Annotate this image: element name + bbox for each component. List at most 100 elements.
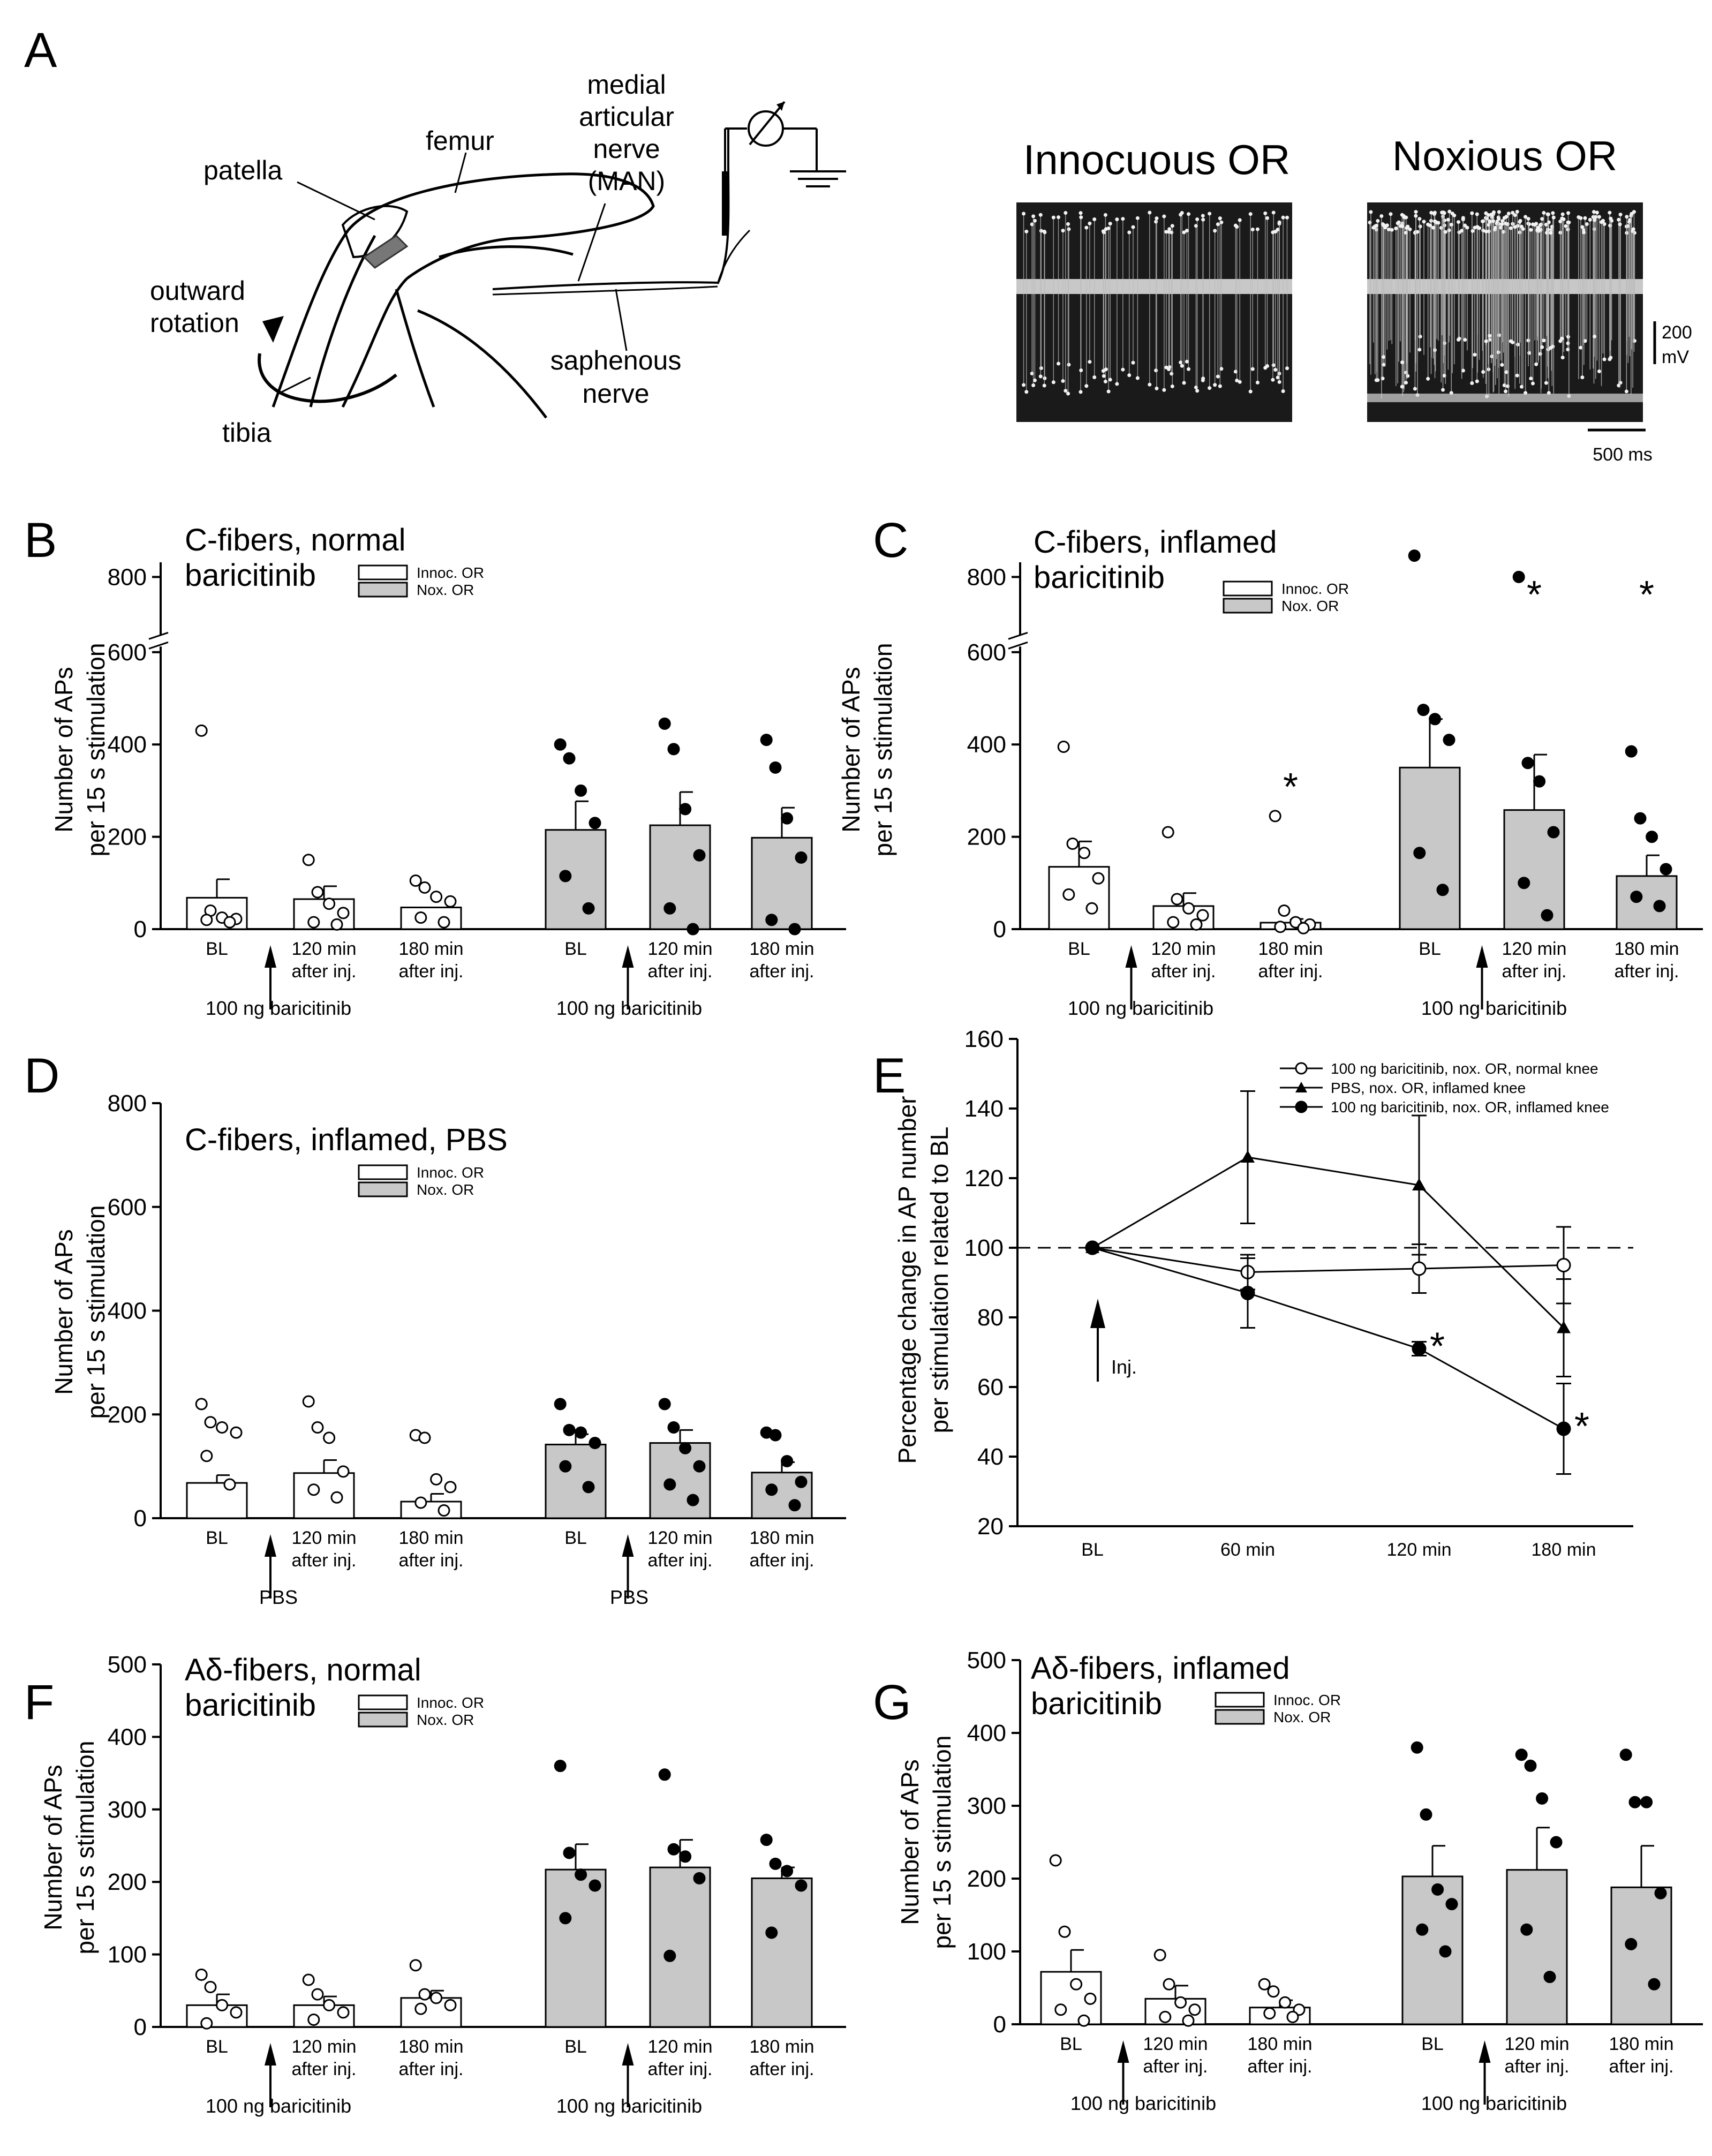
noxious-recording-trace bbox=[1367, 202, 1643, 422]
bar bbox=[400, 906, 462, 930]
injection-arrow-head bbox=[1125, 945, 1137, 968]
trace-spike-tip bbox=[1465, 225, 1469, 230]
trace-spike-tip bbox=[1560, 216, 1564, 221]
legend-label-innoc: Innoc. OR bbox=[417, 564, 484, 581]
trace-spike-tip bbox=[1414, 210, 1418, 214]
innocuous-title: Innocuous OR bbox=[1023, 136, 1291, 183]
data-point-filled bbox=[559, 1912, 572, 1925]
data-point-open bbox=[1077, 2014, 1090, 2027]
voltage-scale-unit: mV bbox=[1662, 347, 1689, 367]
trace-spike-tip bbox=[1511, 210, 1515, 215]
panel-b: B 0 200 400 600 800 Number of APs per 15 s stim… bbox=[24, 513, 846, 1019]
injection-arrow-head bbox=[622, 945, 634, 968]
data-point-open bbox=[418, 1431, 431, 1444]
data-point-filled bbox=[559, 1460, 572, 1473]
data-point-open bbox=[1070, 1978, 1083, 1991]
data-point-open bbox=[444, 1481, 457, 1494]
trace-spike-tip bbox=[1238, 218, 1242, 222]
data-point-filled bbox=[575, 1868, 587, 1881]
data-point-open bbox=[311, 1988, 324, 2001]
data-point-filled bbox=[760, 734, 773, 747]
data-point-filled bbox=[1420, 1808, 1432, 1821]
time-scale-label: 500 ms bbox=[1593, 444, 1653, 465]
data-point-open bbox=[330, 918, 343, 931]
trace-spike-tip bbox=[1155, 216, 1159, 221]
x-category-sublabel: after inj. bbox=[292, 2059, 357, 2079]
trace-spike-tip bbox=[1593, 334, 1597, 338]
legend-swatch-nox bbox=[358, 1181, 408, 1197]
trace-spike-tip bbox=[1558, 220, 1563, 224]
trace-spike-tip bbox=[1162, 214, 1166, 218]
y-tick-label: 160 bbox=[964, 1026, 1004, 1052]
data-point-filled bbox=[781, 812, 794, 825]
trace-spike-tip bbox=[1447, 228, 1451, 232]
chart-title-line1: Aδ-fibers, normal bbox=[185, 1653, 421, 1687]
trace-spike-tip bbox=[1504, 215, 1509, 219]
trace-spike-tip bbox=[1461, 368, 1465, 373]
trace-spike-tip bbox=[1500, 222, 1504, 227]
x-category-label: BL bbox=[1060, 2034, 1082, 2054]
data-point-filled bbox=[781, 1865, 794, 1878]
femur-outline bbox=[347, 172, 655, 280]
data-point-filled bbox=[1630, 891, 1643, 903]
trace-spike-tip bbox=[1032, 218, 1037, 223]
significance-star: * bbox=[1574, 1405, 1589, 1448]
data-point-open bbox=[1159, 2010, 1172, 2023]
trace-spike-tip bbox=[1185, 359, 1189, 364]
legend-label: 100 ng baricitinib, nox. OR, inflamed kn… bbox=[1331, 1099, 1609, 1115]
trace-spike-tip bbox=[1534, 362, 1538, 366]
data-point-open bbox=[1092, 872, 1105, 885]
y-tick-label: 200 bbox=[108, 1401, 147, 1428]
legend-label-nox: Nox. OR bbox=[417, 1712, 474, 1728]
y-tick-label: 400 bbox=[108, 1298, 147, 1324]
trace-spike-tip bbox=[1276, 375, 1280, 380]
trace-spike-tip bbox=[1265, 216, 1269, 220]
data-point-open bbox=[444, 1999, 457, 2011]
trace-spike-tip bbox=[1051, 380, 1055, 385]
data-point-filled bbox=[769, 1857, 782, 1870]
trace-spike-tip bbox=[1564, 224, 1568, 228]
data-point-open bbox=[414, 1496, 427, 1509]
trace-spike-tip bbox=[1540, 217, 1544, 221]
x-category-label: 120 min bbox=[292, 2037, 357, 2057]
data-point-open bbox=[430, 1992, 443, 2004]
trace-spike-tip bbox=[1609, 356, 1613, 360]
data-point-open bbox=[430, 891, 443, 903]
trace-spike-tip bbox=[1277, 380, 1281, 384]
x-tick-label: 60 min bbox=[1220, 1540, 1275, 1560]
injection-label: 100 ng baricitinib bbox=[556, 997, 702, 1019]
x-category-sublabel: after inj. bbox=[292, 961, 357, 982]
trace-spike-tip bbox=[1106, 389, 1111, 394]
y-axis-label-line2: per 15 s stimulation bbox=[82, 643, 110, 857]
data-point-open bbox=[323, 898, 336, 910]
rotation-arrow bbox=[258, 353, 397, 403]
data-point-open bbox=[1054, 2003, 1067, 2016]
data-point-filled bbox=[1512, 570, 1525, 583]
x-category-sublabel: after inj. bbox=[750, 961, 814, 982]
x-category-label: 180 min bbox=[1609, 2034, 1674, 2054]
injection-arrow-head bbox=[265, 1534, 276, 1557]
x-category-sublabel: after inj. bbox=[648, 1550, 713, 1571]
trace-spike-tip bbox=[1602, 357, 1607, 361]
data-point-filled bbox=[554, 738, 567, 751]
data-point-filled bbox=[658, 717, 671, 730]
y-tick-label: 600 bbox=[967, 639, 1006, 666]
data-point-filled bbox=[788, 923, 801, 936]
trace-spike-tip bbox=[1394, 227, 1398, 231]
data-point-open bbox=[307, 1483, 320, 1496]
trace-spike-tip bbox=[1064, 389, 1068, 393]
patella-label: patella bbox=[203, 155, 283, 185]
trace-spike-tip bbox=[1031, 383, 1036, 387]
data-point-filled bbox=[769, 1429, 782, 1442]
data-point-filled bbox=[563, 752, 576, 765]
trace-spike-tip bbox=[1127, 230, 1132, 235]
x-category-sublabel: after inj. bbox=[399, 1550, 464, 1571]
injection-label: 100 ng baricitinib bbox=[206, 997, 351, 1019]
data-point-filled bbox=[1628, 1796, 1641, 1808]
data-point-filled bbox=[589, 817, 601, 830]
bar bbox=[1399, 766, 1461, 930]
injection-arrow-head bbox=[265, 2043, 276, 2065]
trace-spike-tip bbox=[1208, 212, 1212, 216]
x-category-label: 120 min bbox=[292, 1528, 357, 1548]
voltage-scale-value: 200 bbox=[1662, 322, 1692, 343]
